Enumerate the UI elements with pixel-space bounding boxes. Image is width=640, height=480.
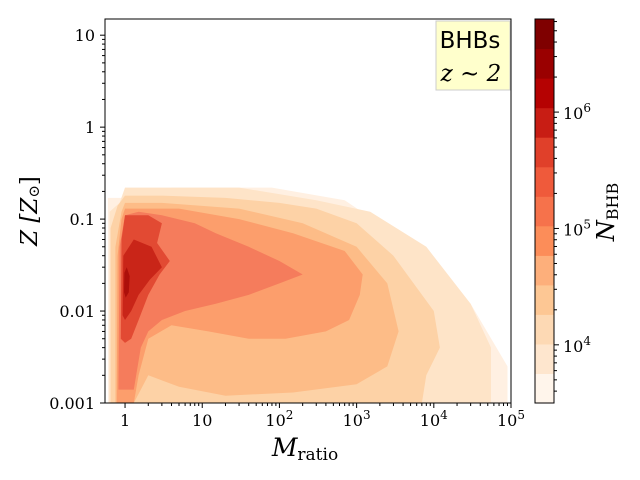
- y-axis-label: Z [Z⊙]: [17, 176, 43, 247]
- contour-layers: [107, 187, 508, 403]
- x-axis-label-sub: ratio: [297, 445, 338, 465]
- y-axis-label-main: Z [Z: [17, 197, 43, 247]
- x-axis: 1 10 102 103 104 105: [120, 403, 525, 430]
- annotation-box: BHBs z ∼ 2: [435, 20, 511, 91]
- y-axis: 0.001 0.01 0.1 1 10: [49, 26, 105, 413]
- plot-frame: [104, 18, 512, 404]
- contour-level-8: [122, 239, 162, 320]
- colorbar-label: NBHB: [592, 183, 622, 242]
- colorbar-frame: [534, 18, 555, 404]
- colorbar-segment: [535, 137, 554, 168]
- colorbar-segment: [535, 78, 554, 109]
- x-tick-label: 10: [192, 411, 212, 430]
- colorbar-tick-label: 104: [563, 334, 591, 356]
- colorbar-tick-label: 105: [563, 217, 591, 239]
- colorbar-segment: [535, 343, 554, 374]
- x-tick-label: 105: [497, 408, 525, 430]
- colorbar-label-sub: BHB: [603, 183, 622, 220]
- x-axis-label-main: M: [271, 433, 299, 462]
- colorbar-segment: [535, 19, 554, 50]
- colorbar-segment: [535, 196, 554, 227]
- colorbar-segment: [535, 284, 554, 315]
- y-axis-label-end: ]: [17, 176, 43, 185]
- colorbar-ticks: 104 105 106: [554, 21, 591, 392]
- x-tick-label: 102: [265, 408, 293, 430]
- colorbar-segment: [535, 225, 554, 256]
- y-tick-label: 1: [85, 118, 95, 137]
- colorbar-segment: [535, 48, 554, 79]
- y-tick-label: 0.001: [49, 394, 95, 413]
- annotation-line2: z ∼ 2: [440, 61, 502, 87]
- x-axis-label: Mratio: [271, 433, 338, 465]
- x-tick-label: 103: [343, 408, 371, 430]
- y-tick-label: 0.01: [59, 302, 95, 321]
- y-tick-label: 0.1: [70, 210, 95, 229]
- x-tick-label: 104: [420, 408, 448, 430]
- contour-level-9: [124, 267, 130, 298]
- y-tick-label: 10: [75, 26, 95, 45]
- annotation-line1: BHBs: [440, 28, 501, 54]
- colorbar: [535, 19, 554, 404]
- colorbar-label-main: N: [592, 219, 620, 242]
- x-tick-label: 1: [120, 411, 130, 430]
- colorbar-segment: [535, 255, 554, 286]
- colorbar-segment: [535, 166, 554, 197]
- y-axis-label-symbol: ⊙: [25, 185, 43, 198]
- colorbar-segment: [535, 107, 554, 138]
- colorbar-tick-label: 106: [563, 101, 591, 123]
- annotation-background: [435, 20, 511, 91]
- colorbar-segment: [535, 314, 554, 345]
- colorbar-segment: [535, 373, 554, 404]
